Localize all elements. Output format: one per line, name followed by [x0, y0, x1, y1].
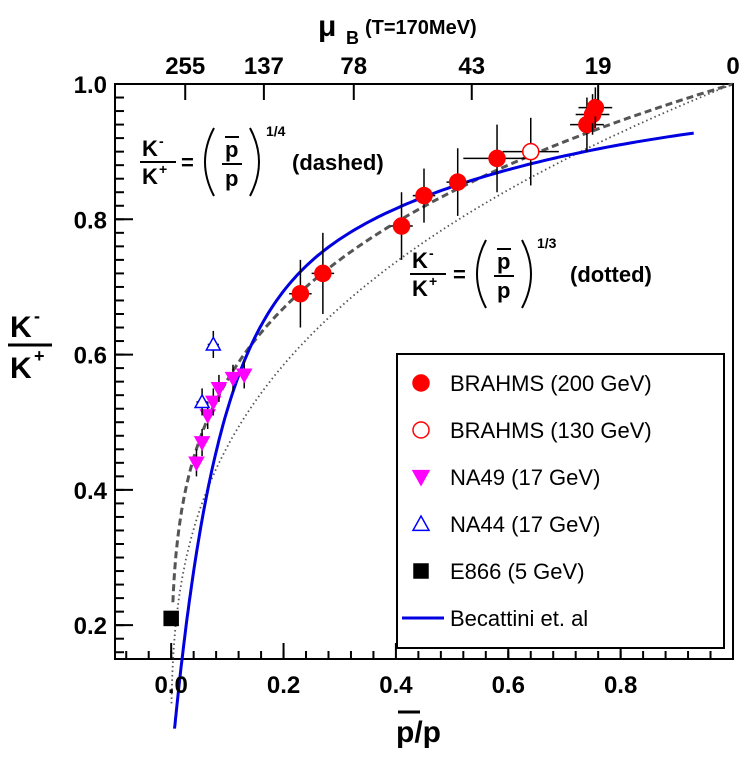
legend-label: Becattini et. al [450, 606, 588, 631]
top-tick-label: 78 [340, 53, 367, 80]
legend-marker [413, 563, 429, 579]
formula-dotted: K - K + = p p 1/3 (dotted) [410, 235, 652, 309]
formula-dashed-lhs-num: K [142, 136, 158, 161]
data-point [586, 98, 605, 117]
y-label-den-sup: + [34, 346, 45, 366]
formula-dotted-lhs-num-sup: - [429, 245, 434, 261]
dotted-power-curve [170, 83, 734, 704]
formula-dashed-frac-num: p [225, 137, 238, 162]
legend-marker [411, 469, 431, 487]
formula-dotted-frac-num: p [497, 249, 510, 274]
y-label-num-sup: - [34, 306, 40, 326]
data-point [193, 393, 211, 409]
x-axis-label: p/p [396, 710, 441, 749]
data-point [163, 610, 179, 627]
data-point [205, 335, 222, 351]
top-axis-label: μ [318, 10, 336, 43]
data-point [193, 436, 211, 452]
data-point [205, 395, 222, 411]
top-axis-label-sub: B [346, 28, 359, 48]
legend-marker [411, 514, 431, 532]
formula-dotted-frac-den: p [497, 278, 510, 303]
becattini-curve [173, 131, 694, 729]
y-tick-label: 0.8 [74, 207, 107, 234]
axis-ticks: 0.0 0.2 0.4 0.6 0.8 0.2 0.4 0.6 0.8 1.0 255 137 78 43… [74, 53, 740, 699]
curves [170, 82, 734, 729]
y-tick-label: 0.4 [74, 478, 108, 505]
legend-marker [412, 421, 430, 439]
legend-box [396, 353, 725, 649]
formula-dashed-left-paren [204, 127, 215, 197]
legend-label: E866 (5 GeV) [450, 559, 585, 584]
formula-dashed-power: 1/4 [266, 123, 286, 139]
top-axis-label-condition: (T=170MeV) [365, 17, 477, 39]
formula-dotted-equals: = [453, 262, 466, 287]
formula-dashed-lhs-den: K [142, 164, 158, 189]
x-label-text: p/p [396, 716, 441, 749]
formula-dashed-tag: (dashed) [292, 150, 384, 175]
formula-dotted-lhs-num: K [412, 248, 428, 273]
y-tick-label: 0.6 [74, 343, 107, 370]
plot-frame [114, 83, 734, 660]
top-tick-label: 255 [165, 53, 205, 80]
y-tick-label: 0.2 [74, 613, 107, 640]
x-tick-label: 0.2 [267, 672, 300, 699]
data-point [210, 382, 228, 397]
legend: BRAHMS (200 GeV) BRAHMS (130 GeV) NA49 (17… [396, 353, 725, 649]
y-axis-label: K - K + [8, 306, 52, 385]
data-point [448, 173, 467, 191]
data-point [488, 149, 506, 168]
data-point [188, 456, 205, 472]
top-tick-label: 43 [458, 53, 485, 80]
y-label-num: K [10, 311, 32, 344]
dashed-power-curve [171, 82, 734, 603]
top-tick-label: 0 [726, 53, 739, 80]
x-tick-label: 0.0 [154, 672, 187, 699]
formula-dashed-equals: = [181, 150, 194, 175]
formula-dotted-tag: (dotted) [570, 262, 652, 287]
top-tick-label: 137 [244, 53, 284, 80]
formula-dashed-frac-den: p [225, 166, 238, 191]
x-tick-label: 0.8 [604, 672, 637, 699]
data-point [199, 409, 216, 425]
legend-label: BRAHMS (200 GeV) [450, 371, 652, 396]
y-tick-label: 1.0 [74, 72, 107, 99]
legend-label: NA49 (17 GeV) [450, 465, 600, 490]
data-point [224, 371, 242, 387]
formula-dotted-power: 1/3 [537, 235, 557, 251]
data-point [314, 264, 332, 283]
data-point [392, 217, 411, 235]
x-tick-label: 0.6 [492, 672, 525, 699]
data-point [235, 368, 253, 384]
formula-dashed-lhs-den-sup: + [159, 161, 167, 177]
formula-dotted-lhs-den: K [412, 276, 428, 301]
data-points [163, 87, 613, 627]
top-tick-label: 19 [585, 53, 612, 80]
formula-dotted-left-paren [476, 239, 487, 309]
x-tick-label: 0.4 [379, 672, 413, 699]
formula-dashed: K - K + = p p 1/4 (dashed) [140, 123, 384, 197]
legend-label: BRAHMS (130 GeV) [450, 418, 652, 443]
formula-dashed-lhs-num-sup: - [159, 133, 164, 149]
formula-dotted-lhs-den-sup: + [429, 273, 437, 289]
data-point [415, 186, 433, 205]
legend-marker [412, 374, 430, 392]
data-point [291, 284, 310, 303]
formula-dashed-right-paren [249, 127, 260, 197]
data-point [521, 142, 540, 161]
legend-label: NA44 (17 GeV) [450, 512, 600, 537]
formula-dotted-right-paren [521, 239, 532, 309]
y-label-den: K [10, 352, 32, 385]
